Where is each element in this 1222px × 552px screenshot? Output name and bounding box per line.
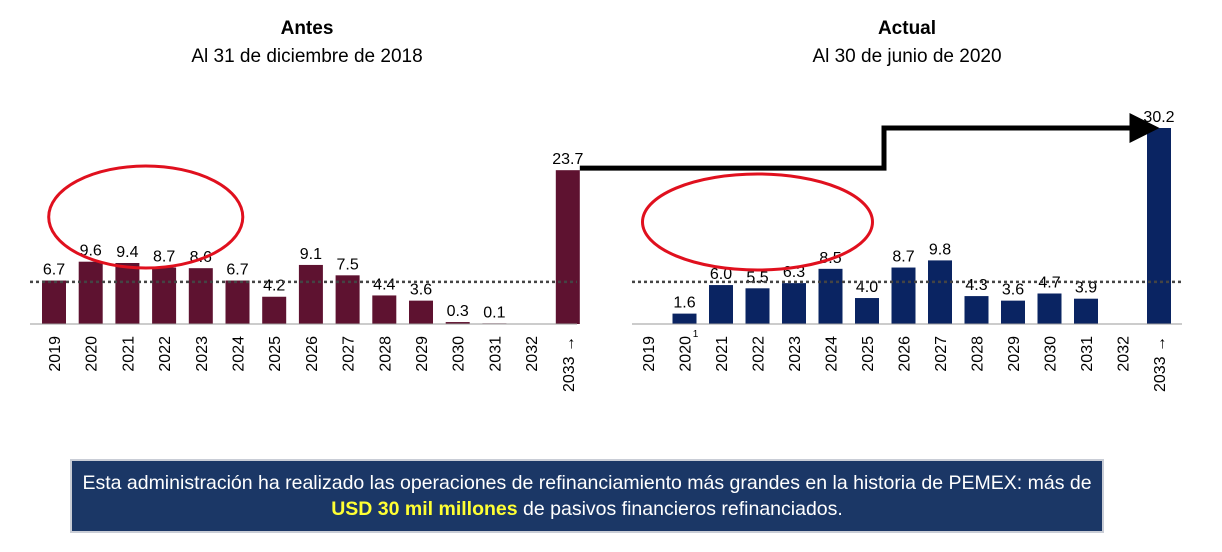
bar-2030: [1037, 293, 1062, 324]
value-label: 7.5: [336, 256, 358, 273]
highlight-ellipse: [47, 164, 245, 270]
tick-label: 2022: [157, 336, 174, 372]
bar-2021: [115, 262, 140, 324]
value-label: 0.3: [447, 303, 469, 320]
tick-label: 2028: [970, 336, 987, 372]
tick-label: 2030: [1043, 336, 1060, 372]
banner-text-before: Esta administración ha realizado las ope…: [82, 472, 1092, 494]
chart-subtitle: Al 31 de diciembre de 2018: [191, 46, 422, 67]
chart-title: Antes: [281, 18, 334, 39]
tick-label: 2026: [304, 336, 321, 372]
tick-label: 2027: [933, 336, 950, 372]
value-label: 9.1: [300, 246, 322, 263]
value-label: 4.2: [263, 278, 285, 295]
banner-text-after: de pasivos financieros refinanciados.: [517, 498, 843, 520]
value-label: 23.7: [552, 151, 583, 168]
bar-2031: [1074, 298, 1098, 324]
tick-label: 2031: [487, 336, 504, 372]
chart-antes: Antes Al 31 de diciembre de 2018 6.7 2019 9.…: [30, 18, 583, 392]
bar-2020: [78, 261, 103, 324]
tick-label: 2025: [860, 336, 877, 372]
bar-2033: [1147, 128, 1171, 324]
value-label: 6.7: [226, 262, 248, 279]
bar-2026: [298, 264, 323, 324]
value-label: 30.2: [1143, 109, 1174, 126]
bar-2029: [409, 300, 433, 324]
bar-2024: [818, 268, 843, 324]
value-label: 3.9: [1075, 280, 1097, 297]
tick-label: 2019: [47, 336, 64, 372]
tick-label: 2022: [751, 336, 768, 372]
value-label: 0.1: [483, 304, 505, 321]
tick-label: 2032: [524, 336, 541, 372]
bar-2020: [672, 313, 697, 324]
value-label: 4.0: [856, 279, 878, 296]
tick-label: 2030: [451, 336, 468, 372]
bar-2028: [964, 296, 989, 324]
bar-2033: [555, 170, 580, 324]
bar-2027: [928, 260, 952, 324]
tick-label: 2033 →: [1152, 336, 1169, 392]
value-label: 9.4: [116, 244, 138, 261]
tick-label: 2029: [1006, 336, 1023, 372]
tick-label: 2019: [641, 336, 658, 372]
value-label: 8.7: [153, 249, 175, 266]
chart-actual: Actual Al 30 de junio de 2020 2019 1.6 20201…: [632, 18, 1182, 392]
value-label: 9.8: [929, 241, 951, 258]
tick-label: 2020: [678, 336, 695, 372]
tick-label: 2021: [120, 336, 137, 372]
value-label: 6.7: [43, 262, 65, 279]
refinancing-arrow: [579, 113, 1160, 171]
value-label: 1.6: [673, 295, 695, 312]
tick-label: 2021: [714, 336, 731, 372]
chart-subtitle: Al 30 de junio de 2020: [812, 46, 1001, 67]
summary-banner: Esta administración ha realizado las ope…: [70, 459, 1104, 533]
bar-2019: [42, 280, 66, 324]
bar-2023: [782, 283, 806, 324]
tick-label: 2024: [824, 336, 841, 372]
value-label: 4.7: [1038, 274, 1060, 291]
value-label: 4.4: [373, 276, 395, 293]
tick-label: 2031: [1079, 336, 1096, 372]
chart-title: Actual: [878, 18, 936, 39]
bar-2028: [372, 295, 397, 324]
value-label: 8.7: [892, 249, 914, 266]
tick-label: 2023: [194, 336, 211, 372]
tick-superscript: 1: [693, 329, 699, 340]
tick-label: 2020: [84, 336, 101, 372]
annotation-overlay: [579, 113, 1160, 171]
value-label: 3.6: [410, 282, 432, 299]
bar-2022: [152, 267, 177, 324]
bar-2023: [188, 268, 213, 324]
tick-label: 2033 →: [561, 336, 578, 392]
tick-label: 2026: [897, 336, 914, 372]
value-label: 4.3: [965, 277, 987, 294]
tick-label: 2028: [377, 336, 394, 372]
tick-label: 2023: [787, 336, 804, 372]
tick-label: 2029: [414, 336, 431, 372]
bar-2026: [891, 267, 916, 324]
tick-label: 2024: [231, 336, 248, 372]
tick-label: 2025: [267, 336, 284, 372]
bar-2029: [1001, 300, 1025, 324]
bar-2021: [709, 285, 733, 324]
bar-2030: [445, 322, 470, 324]
bar-2027: [335, 275, 360, 324]
tick-label: 2032: [1116, 336, 1133, 372]
value-label: 5.5: [746, 269, 768, 286]
bar-2025: [262, 296, 287, 324]
bar-2024: [225, 280, 250, 324]
bar-2022: [745, 288, 770, 324]
value-label: 3.6: [1002, 282, 1024, 299]
highlight-ellipse: [641, 172, 874, 272]
value-label: 6.0: [710, 266, 732, 283]
tick-label: 2027: [341, 336, 358, 372]
banner-highlight: USD 30 mil millones: [331, 498, 518, 520]
bar-2025: [855, 298, 879, 324]
